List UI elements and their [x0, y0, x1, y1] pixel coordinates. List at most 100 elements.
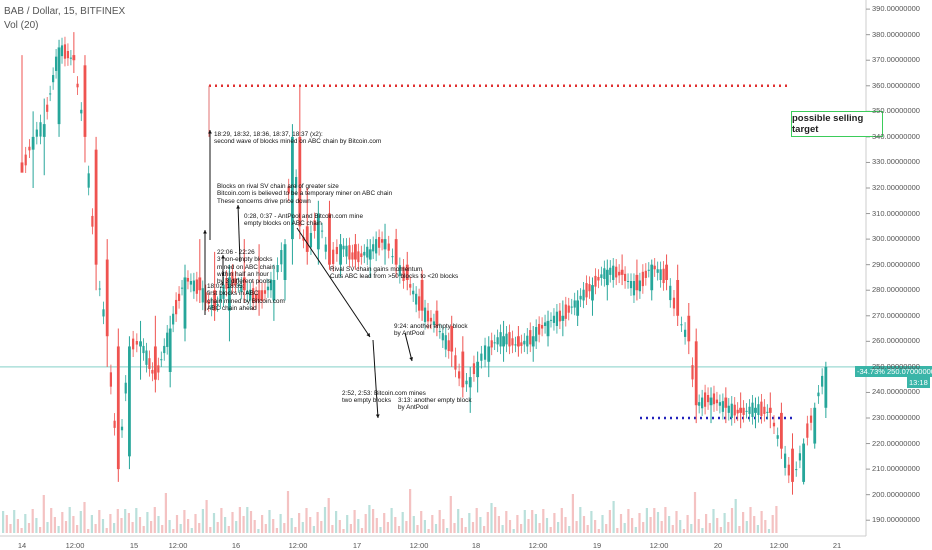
- candle-body: [391, 256, 394, 258]
- volume-bar: [364, 514, 367, 533]
- candle-body: [745, 410, 748, 412]
- candle-body: [353, 244, 357, 260]
- volume-bar: [2, 511, 5, 533]
- annotation-sv-chain-size: Blocks on rival SV chain are of greater …: [217, 183, 393, 205]
- volume-bar: [453, 523, 456, 533]
- volume-bar: [649, 517, 652, 533]
- volume-bar: [257, 529, 260, 533]
- candle-body: [98, 288, 101, 290]
- candle-body: [772, 422, 776, 427]
- volume-bar: [645, 508, 648, 533]
- volume-bar: [283, 523, 286, 533]
- volume-bar: [27, 523, 31, 533]
- candle-body: [461, 351, 465, 388]
- candle-body: [564, 304, 567, 319]
- candle-body: [351, 252, 354, 260]
- candle-body: [784, 453, 787, 468]
- time-badge: 13:18: [907, 377, 930, 388]
- x-tick-label: 12:00: [769, 541, 789, 550]
- x-tick-label: 21: [832, 541, 842, 550]
- volume-bar: [708, 523, 711, 533]
- candle-body: [776, 435, 779, 439]
- candle-body: [139, 341, 142, 347]
- volume-bar: [664, 507, 667, 533]
- volume-bar: [372, 509, 375, 533]
- x-tick-label: 12:00: [649, 541, 669, 550]
- volume-bar: [127, 513, 130, 533]
- y-tick-label: 270.00000000: [872, 310, 920, 320]
- volume-bar: [360, 528, 364, 533]
- candle-body: [552, 315, 556, 323]
- candle-body: [724, 397, 728, 408]
- candle-body: [694, 341, 698, 406]
- volume-bar: [497, 516, 500, 533]
- y-tick-label: 340.00000000: [872, 131, 920, 141]
- volume-bar: [468, 513, 471, 533]
- volume-bar: [682, 529, 685, 533]
- volume-bar: [605, 524, 608, 533]
- candle-body: [332, 249, 335, 264]
- candle-body: [701, 397, 704, 409]
- volume-bar: [5, 515, 8, 533]
- candle-body: [269, 279, 273, 291]
- candle-body: [656, 269, 659, 273]
- volume-bar: [631, 518, 634, 533]
- volume-bar: [116, 509, 119, 533]
- candle-body: [582, 289, 585, 301]
- volume-bar: [520, 524, 523, 533]
- volume-bar: [767, 529, 771, 533]
- volume-bar: [623, 523, 626, 533]
- volume-bar: [275, 528, 278, 533]
- volume-bar: [198, 523, 201, 533]
- volume-bar: [420, 511, 423, 533]
- candle-body: [72, 55, 76, 61]
- volume-bar: [305, 508, 308, 533]
- candle-body: [222, 284, 225, 299]
- volume-bar: [179, 524, 182, 533]
- candle-body: [529, 330, 532, 345]
- volume-bar: [201, 509, 204, 533]
- volume-bar: [716, 518, 719, 533]
- y-tick-label: 290.00000000: [872, 259, 920, 269]
- volume-bar: [597, 529, 600, 533]
- candle-body: [383, 239, 387, 250]
- candle-body: [480, 353, 483, 361]
- candle-body: [603, 268, 606, 279]
- candle-body: [499, 332, 502, 347]
- candle-body: [526, 335, 529, 347]
- x-tick-label: 17: [352, 541, 362, 550]
- x-tick-label: 12:00: [409, 541, 429, 550]
- candle-body: [739, 407, 743, 413]
- candle-body: [669, 285, 672, 301]
- volume-bar: [138, 517, 142, 533]
- candle-body: [441, 333, 444, 341]
- volume-bar: [612, 501, 615, 533]
- volume-bar: [87, 529, 90, 533]
- volume-bar: [335, 511, 338, 533]
- volume-bar: [216, 522, 219, 533]
- volume-bar: [660, 521, 663, 533]
- volume-bar: [342, 529, 345, 533]
- annotation-arrowhead: [208, 130, 212, 134]
- volume-bar: [238, 507, 241, 533]
- candle-body: [508, 332, 511, 347]
- volume-bar: [557, 522, 560, 533]
- annotation-first-blocks: 18:02, 18:05: first blocks in ABC chain …: [207, 283, 285, 312]
- candle-body: [120, 426, 124, 431]
- candle-body: [368, 249, 372, 260]
- candle-body: [454, 355, 457, 370]
- volume-bar: [442, 519, 445, 533]
- candle-body: [591, 285, 594, 301]
- candle-body: [210, 305, 213, 309]
- volume-bar: [771, 515, 774, 533]
- candle-body: [177, 293, 181, 301]
- volume-bar: [527, 519, 530, 533]
- volume-bar: [531, 510, 534, 533]
- volume-bar: [386, 522, 389, 533]
- annotation-arrowhead: [203, 230, 207, 234]
- annotation-arrow: [237, 204, 241, 263]
- candle-body: [490, 340, 493, 348]
- candle-body: [335, 246, 338, 255]
- volume-bar: [575, 521, 578, 533]
